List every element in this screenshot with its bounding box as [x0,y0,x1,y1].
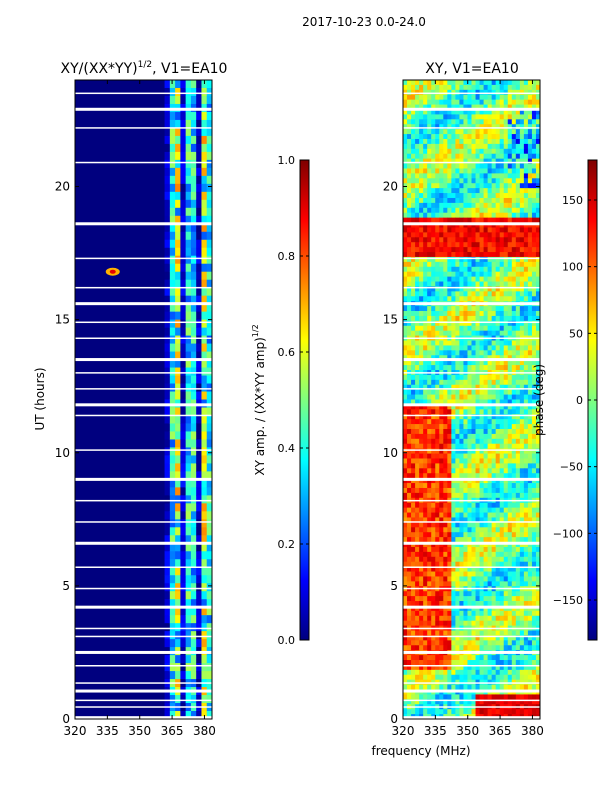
right-axis-ticks: 320 335 350 365 380 0 5 10 15 20 [383,80,544,738]
y-tick-label: 20 [383,180,398,194]
left-title-exp: 1/2 [138,60,152,70]
y-tick-label: 5 [62,579,70,593]
right-plot-title: XY, V1=EA10 [425,61,519,77]
colorbar-tick-label: 0.2 [278,538,296,551]
x-tick-label: 365 [161,724,184,738]
left-colorbar-label-exp: 1/2 [251,324,260,337]
colorbar-tick-label: 0.6 [278,346,296,359]
y-tick-label: 10 [55,446,70,460]
x-tick-label: 380 [193,724,216,738]
colorbar-tick-label: −50 [560,461,583,474]
y-tick-label: 0 [390,712,398,726]
right-colorbar-ticks: −150 −100 −50 0 50 100 150 [553,194,597,607]
left-plot-title: XY/(XX*YY)1/2, V1=EA10 [61,60,228,77]
x-tick-label: 365 [489,724,512,738]
left-colorbar-label: XY amp. / (XX*YY amp)1/2 [251,324,267,475]
y-tick-label: 20 [55,180,70,194]
colorbar-tick-label: −100 [553,527,583,540]
left-colorbar-label-main: XY amp. / (XX*YY amp) [253,337,267,475]
x-tick-label: 350 [456,724,479,738]
left-title-tail: , V1=EA10 [152,61,227,77]
y-tick-label: 15 [55,313,70,327]
colorbar-tick-label: 50 [569,327,583,340]
left-axis-ticks: 320 335 350 365 380 0 5 10 15 20 [55,80,216,738]
colorbar-tick-label: 0.8 [278,250,296,263]
colorbar-tick-label: 1.0 [278,154,296,167]
x-tick-label: 320 [392,724,415,738]
figure-suptitle: 2017-10-23 0.0-24.0 [302,15,426,29]
x-tick-label: 350 [128,724,151,738]
x-tick-label: 335 [96,724,119,738]
right-heatmap [403,80,540,719]
colorbar-tick-label: 0 [576,394,583,407]
x-tick-label: 335 [424,724,447,738]
x-tick-label: 320 [64,724,87,738]
colorbar-tick-label: −150 [553,594,583,607]
colorbar-tick-label: 100 [562,261,583,274]
x-axis-label: frequency (MHz) [371,744,470,758]
left-title-main: XY/(XX*YY) [61,61,138,77]
x-tick-label: 380 [521,724,544,738]
left-heatmap [75,80,212,719]
y-tick-label: 0 [62,712,70,726]
right-plot-frame [402,79,541,720]
colorbar-tick-label: 0.0 [278,634,296,647]
colorbar-tick-label: 150 [562,194,583,207]
left-colorbar-ticks: 0.0 0.2 0.4 0.6 0.8 1.0 [278,154,309,647]
left-y-axis-label: UT (hours) [33,367,47,430]
colorbar-tick-label: 0.4 [278,442,296,455]
left-colorbar [299,159,310,641]
y-tick-label: 10 [383,446,398,460]
y-tick-label: 5 [390,579,398,593]
left-plot-frame [74,79,213,720]
y-tick-label: 15 [383,313,398,327]
right-colorbar-label: phase (deg) [532,364,546,436]
